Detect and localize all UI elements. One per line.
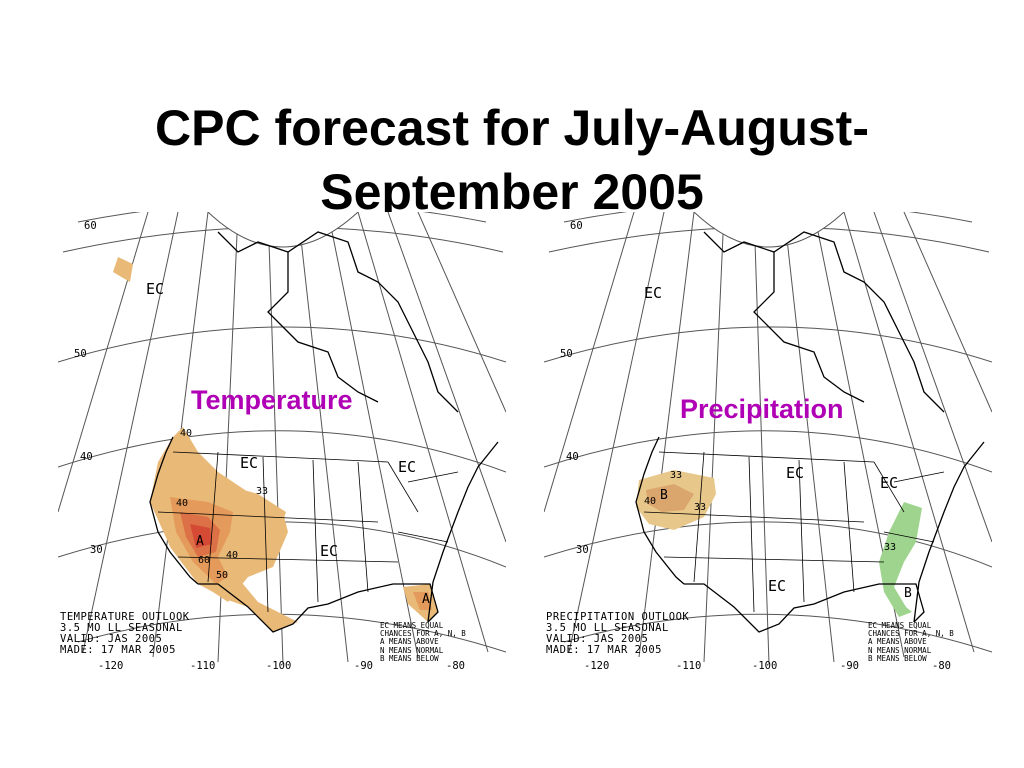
longitude-label: -120 <box>98 660 124 672</box>
outlook-info: TEMPERATURE OUTLOOK 3.5 MO LL SEASONAL V… <box>60 612 190 656</box>
legend-line: CHANCES FOR A, N, B <box>380 629 466 639</box>
outlook-line: PRECIPITATION OUTLOOK <box>546 611 690 623</box>
latitude-label: 60 <box>84 220 97 232</box>
ec-label: EC <box>880 474 899 492</box>
latitude-label: 40 <box>80 451 93 463</box>
contour-label: 33 <box>256 486 269 497</box>
longitude-lines <box>58 212 506 665</box>
outlook-line: 3.5 MO LL SEASONAL <box>546 622 669 634</box>
legend: EC MEANS EQUAL CHANCES FOR A, N, B A MEA… <box>380 621 466 663</box>
ec-label: EC <box>398 458 417 476</box>
latitude-label: 50 <box>560 348 573 360</box>
longitude-label: -120 <box>584 660 610 672</box>
arctic-circle <box>693 212 845 248</box>
longitude-label: -80 <box>932 660 951 672</box>
state-boundaries <box>157 451 459 613</box>
outlook-line: VALID: JAS 2005 <box>60 633 163 645</box>
legend-line: EC MEANS EQUAL <box>868 621 932 630</box>
category-letter: B <box>904 586 912 601</box>
contour-label: 40 <box>226 550 239 561</box>
contour-label: 33 <box>694 502 707 513</box>
ec-label: EC <box>644 284 663 302</box>
contour-label: 33 <box>670 470 683 481</box>
longitude-label: -90 <box>840 660 859 672</box>
arctic-circle <box>207 212 359 248</box>
below-normal-shading <box>636 470 922 617</box>
ec-label: EC <box>320 542 339 560</box>
longitude-label: -90 <box>354 660 373 672</box>
latitude-label: 50 <box>74 348 87 360</box>
precipitation-outlook-map: Precipitation 60 50 40 30 EC EC EC EC 33… <box>544 212 992 674</box>
slide-title: CPC forecast for July-August- September … <box>0 96 1024 224</box>
temperature-map-graphic <box>58 212 506 665</box>
outlook-info: PRECIPITATION OUTLOOK 3.5 MO LL SEASONAL… <box>546 612 689 656</box>
outlook-line: MADE: 17 MAR 2005 <box>546 644 662 656</box>
outlook-line: TEMPERATURE OUTLOOK <box>60 611 190 623</box>
ec-label: EC <box>240 454 259 472</box>
variable-label: Temperature <box>191 385 353 415</box>
legend-line: B MEANS BELOW <box>868 653 927 663</box>
legend-line: N MEANS NORMAL <box>868 645 932 655</box>
longitude-lines <box>544 212 992 665</box>
contour-label: 60 <box>198 555 211 566</box>
ec-label: EC <box>786 464 805 482</box>
outlook-line: MADE: 17 MAR 2005 <box>60 644 176 656</box>
title-line-1: CPC forecast for July-August- <box>155 99 869 156</box>
temperature-outlook-map: Temperature 60 50 40 30 EC EC EC EC 40 3… <box>58 212 506 674</box>
outlook-line: 3.5 MO LL SEASONAL <box>60 622 183 634</box>
ec-label: EC <box>768 577 787 595</box>
precipitation-map-graphic <box>544 212 992 665</box>
category-letter: B <box>660 488 668 503</box>
category-letter: A <box>196 534 204 549</box>
ec-label: EC <box>146 280 165 298</box>
variable-label: Precipitation <box>680 394 844 424</box>
latitude-label: 30 <box>576 544 589 556</box>
legend-line: EC MEANS EQUAL <box>380 621 444 630</box>
contour-label: 40 <box>176 498 189 509</box>
longitude-label: -110 <box>676 660 702 672</box>
longitude-label: -80 <box>446 660 465 672</box>
outlook-line: VALID: JAS 2005 <box>546 633 649 645</box>
legend-line: A MEANS ABOVE <box>380 637 439 647</box>
latitude-lines <box>544 212 992 653</box>
longitude-label: -110 <box>190 660 216 672</box>
contour-label: 40 <box>180 428 193 439</box>
latitude-label: 30 <box>90 544 103 556</box>
contour-label: 40 <box>644 496 657 507</box>
contour-label: 50 <box>216 570 229 581</box>
legend-line: N MEANS NORMAL <box>380 645 444 655</box>
legend: EC MEANS EQUAL CHANCES FOR A, N, B A MEA… <box>868 621 954 663</box>
latitude-label: 60 <box>570 220 583 232</box>
legend-line: B MEANS BELOW <box>380 653 439 663</box>
longitude-label: -100 <box>752 660 778 672</box>
coastlines <box>149 231 499 633</box>
latitude-label: 40 <box>566 451 579 463</box>
legend-line: A MEANS ABOVE <box>868 637 927 647</box>
coastlines <box>635 231 985 633</box>
legend-line: CHANCES FOR A, N, B <box>868 629 954 639</box>
contour-label: 33 <box>884 542 897 553</box>
state-boundaries <box>643 451 945 613</box>
category-letter: A <box>422 592 430 607</box>
title-line-2: September 2005 <box>320 163 704 220</box>
longitude-label: -100 <box>266 660 292 672</box>
